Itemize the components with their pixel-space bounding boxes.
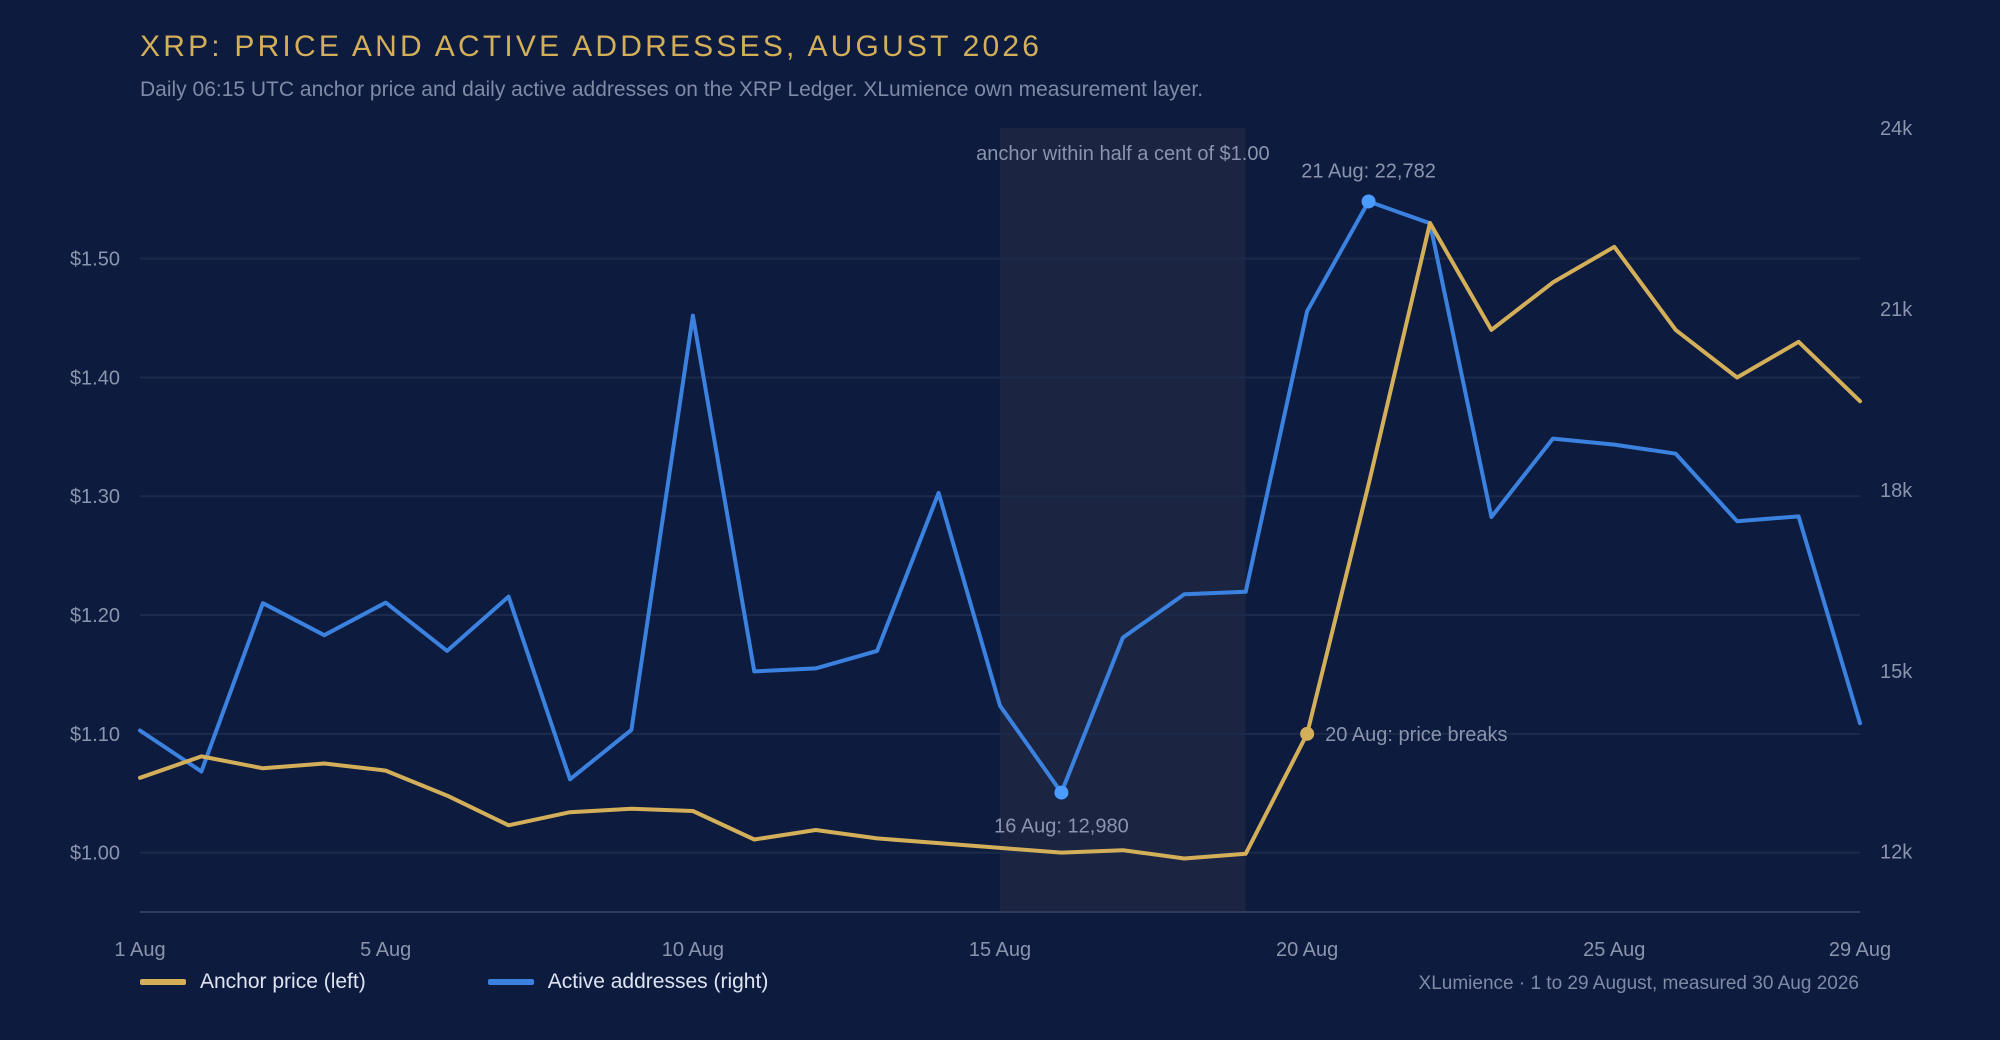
y-right-tick-label: 12k	[1880, 842, 1913, 864]
x-tick-label: 10 Aug	[662, 939, 724, 961]
y-right-tick-label: 18k	[1880, 480, 1913, 502]
legend: Anchor price (left) Active addresses (ri…	[140, 970, 890, 994]
y-right-tick-label: 15k	[1880, 661, 1913, 683]
annotation-label: 16 Aug: 12,980	[994, 816, 1129, 838]
shaded-band	[1000, 128, 1246, 912]
x-tick-label: 20 Aug	[1276, 939, 1338, 961]
legend-item-price: Anchor price (left)	[140, 970, 366, 994]
y-left-tick-label: $1.30	[70, 486, 120, 508]
y-right-tick-label: 24k	[1880, 118, 1913, 140]
chart-subtitle: Daily 06:15 UTC anchor price and daily a…	[140, 78, 1204, 101]
price-swatch	[140, 979, 186, 985]
annotation-label: 21 Aug: 22,782	[1301, 160, 1436, 182]
series-line-anchor-price	[138, 221, 1862, 861]
y-left-tick-label: $1.50	[70, 249, 120, 271]
chart-title: XRP: PRICE AND ACTIVE ADDRESSES, AUGUST …	[140, 30, 1043, 63]
x-tick-label: 15 Aug	[969, 939, 1031, 961]
legend-item-addresses: Active addresses (right)	[487, 970, 769, 994]
annotation-marker	[1054, 785, 1069, 800]
y-left-tick-label: $1.40	[70, 367, 120, 389]
x-tick-label: 29 Aug	[1829, 939, 1891, 961]
y-left-tick-label: $1.10	[70, 724, 120, 746]
legend-label-addresses: Active addresses (right)	[547, 970, 769, 993]
series-line-active-addresses	[138, 199, 1862, 795]
addresses-swatch	[487, 979, 534, 985]
shaded-band-label: anchor within half a cent of $1.00	[976, 143, 1270, 165]
x-tick-label: 1 Aug	[114, 939, 165, 961]
y-left-tick-label: $1.00	[70, 843, 120, 865]
annotation-label: 20 Aug: price breaks	[1325, 724, 1507, 746]
legend-label-price: Anchor price (left)	[200, 970, 366, 993]
annotation-marker	[1300, 726, 1315, 741]
y-right-tick-label: 21k	[1880, 299, 1913, 321]
source-note: XLumience · 1 to 29 August, measured 30 …	[1418, 973, 1859, 994]
x-tick-label: 5 Aug	[360, 939, 411, 961]
x-tick-label: 25 Aug	[1583, 939, 1645, 961]
annotation-marker	[1361, 194, 1376, 209]
y-left-tick-label: $1.20	[70, 605, 120, 627]
